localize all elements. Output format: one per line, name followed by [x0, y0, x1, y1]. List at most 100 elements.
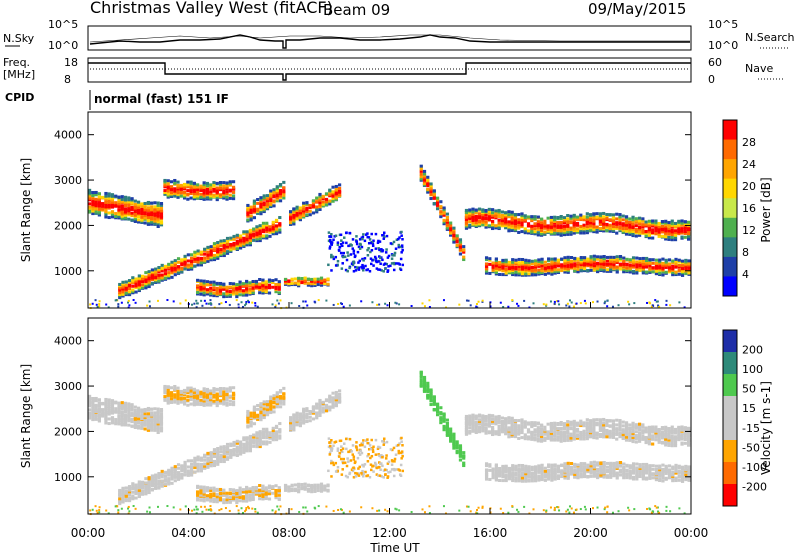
power-cell	[494, 209, 498, 213]
power-cell	[254, 302, 257, 305]
power-cell	[186, 265, 190, 269]
power-cell	[376, 303, 379, 306]
power-cell	[462, 245, 466, 249]
power-cell	[395, 262, 398, 265]
power-cell	[191, 303, 194, 306]
velocity-cell	[206, 451, 210, 455]
velocity-cell	[144, 477, 148, 481]
velocity-cell	[615, 423, 619, 427]
velocity-cell	[186, 459, 190, 463]
velocity-cell	[641, 434, 645, 438]
velocity-cell	[118, 488, 122, 492]
power-cell	[303, 279, 307, 283]
power-cell	[511, 260, 515, 264]
power-cell	[261, 287, 265, 290]
power-cell	[159, 214, 164, 218]
velocity-cell	[491, 417, 495, 421]
velocity-cell	[163, 478, 168, 482]
velocity-cell	[209, 451, 213, 455]
power-cell	[624, 215, 629, 219]
power-cell	[655, 300, 658, 303]
power-cell	[602, 262, 606, 266]
power-cell	[120, 210, 124, 214]
power-cell	[673, 229, 678, 233]
power-cell	[143, 221, 147, 225]
power-cell	[199, 186, 203, 190]
power-cell	[501, 273, 505, 277]
power-cell	[323, 278, 327, 282]
power-cell	[173, 260, 177, 264]
power-cell	[644, 229, 648, 233]
power-cell	[292, 222, 296, 226]
velocity-cell	[144, 481, 148, 485]
power-cell	[94, 190, 98, 194]
velocity-cell	[231, 400, 236, 404]
power-cell	[196, 183, 200, 187]
velocity-cell	[131, 482, 135, 486]
power-cell	[318, 196, 322, 200]
velocity-cell	[491, 433, 495, 437]
power-cell	[209, 249, 213, 253]
power-cell	[277, 285, 281, 289]
power-cell	[362, 233, 365, 236]
power-cell	[494, 257, 498, 261]
velocity-cell	[605, 428, 609, 432]
power-cell	[337, 193, 342, 197]
power-cell	[602, 265, 606, 269]
power-cell	[426, 181, 430, 185]
power-cell	[104, 204, 108, 208]
power-cell	[349, 253, 353, 256]
velocity-cell	[209, 492, 213, 496]
velocity-cell	[331, 396, 335, 400]
power-cell	[212, 183, 216, 187]
velocity-cell	[94, 403, 98, 407]
velocity-cell	[539, 427, 544, 431]
power-cell	[150, 207, 154, 211]
power-cell	[384, 251, 388, 254]
power-cell	[238, 280, 242, 284]
power-cell	[310, 277, 314, 281]
power-cell	[219, 239, 223, 243]
power-cell	[88, 205, 92, 209]
power-cell	[527, 259, 531, 263]
power-cell	[366, 235, 369, 239]
power-cell	[660, 234, 665, 238]
power-cell	[235, 235, 239, 239]
power-cell	[308, 209, 312, 213]
velocity-cell	[212, 399, 216, 403]
power-cell	[589, 255, 593, 259]
velocity-cell	[553, 433, 557, 437]
power-cell	[218, 181, 223, 185]
power-cell	[192, 194, 196, 198]
power-cell	[97, 207, 101, 211]
power-cell	[222, 188, 226, 192]
power-cell	[202, 181, 206, 185]
power-cell	[278, 190, 283, 194]
power-cell	[576, 267, 580, 271]
power-cell	[313, 277, 317, 281]
power-cell	[602, 254, 606, 258]
power-cell	[225, 184, 229, 188]
power-cell	[618, 213, 622, 217]
power-cell	[481, 220, 485, 224]
power-cell	[651, 270, 655, 274]
power-cell	[136, 200, 141, 204]
power-cell	[665, 299, 668, 302]
power-cell	[556, 229, 560, 233]
power-cell	[154, 267, 158, 271]
power-cell	[140, 207, 144, 211]
power-cell	[558, 303, 561, 306]
velocity-cell	[114, 400, 118, 404]
power-cell	[566, 228, 570, 232]
power-cell	[477, 300, 480, 303]
power-cell	[673, 221, 678, 225]
velocity-cell	[159, 420, 164, 424]
power-cell	[256, 198, 260, 202]
power-cell	[242, 242, 246, 246]
power-cell	[599, 255, 603, 259]
power-cell	[468, 213, 472, 217]
power-cell	[304, 300, 307, 303]
power-cell	[302, 213, 306, 217]
power-cell	[268, 230, 272, 234]
